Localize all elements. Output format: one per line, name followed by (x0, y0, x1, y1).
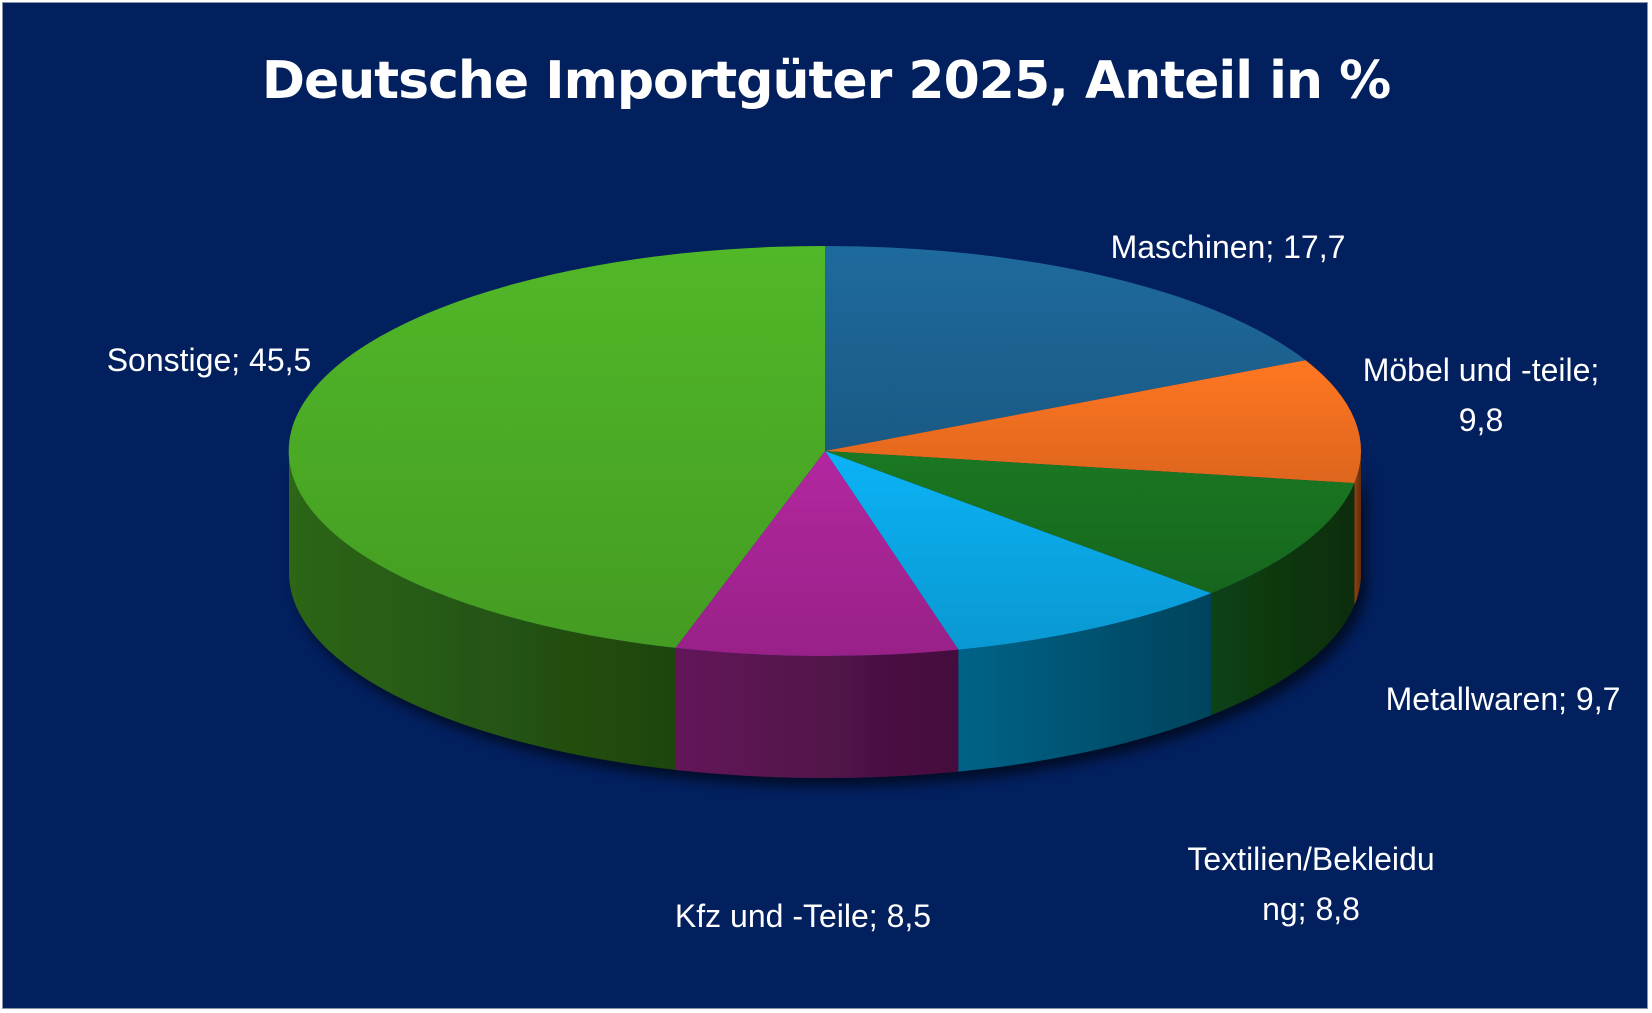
pie-slice-maschinen (825, 246, 1306, 451)
pie-side-textilien-bekleidung (958, 593, 1212, 772)
data-label-kfz-und-teile: Kfz und -Teile; 8,5 (675, 898, 931, 934)
data-label-metallwaren: Metallwaren; 9,7 (1386, 681, 1621, 717)
data-label-line: Maschinen; 17,7 (1111, 229, 1346, 265)
chart-title: Deutsche Importgüter 2025, Anteil in % (261, 51, 1391, 111)
data-label-maschinen: Maschinen; 17,7 (1111, 229, 1346, 265)
data-label-textilien-bekleidung: Textilien/Bekleidu ng; 8,8 (1187, 841, 1434, 927)
pie-side-sonstige (289, 451, 676, 770)
pie-slice-sonstige (288, 245, 825, 648)
data-label-line: Metallwaren; 9,7 (1386, 681, 1621, 717)
pie-chart: Maschinen; 17,7 Möbel und -teile; 9,8 Metal… (107, 229, 1621, 934)
pie-slice-kfz-und-teile (675, 451, 959, 657)
data-label-moebel-und-teile: Möbel und -teile; 9,8 (1363, 352, 1600, 438)
pie-side-kfz-und-teile (675, 647, 959, 778)
pie-side-moebel-und-teile (1354, 451, 1361, 606)
pie-slice-textilien-bekleidung (825, 451, 1212, 650)
data-label-line: Möbel und -teile; (1363, 352, 1600, 388)
data-label-line: 9,8 (1459, 402, 1503, 438)
pie-slice-moebel-und-teile (825, 360, 1362, 484)
data-label-line: Textilien/Bekleidu (1187, 841, 1434, 877)
data-label-line: ng; 8,8 (1262, 891, 1360, 927)
data-label-sonstige: Sonstige; 45,5 (107, 342, 312, 378)
data-label-line: Sonstige; 45,5 (107, 342, 312, 378)
data-label-line: Kfz und -Teile; 8,5 (675, 898, 931, 934)
pie-slice-metallwaren (825, 451, 1355, 594)
pie-side-metallwaren (1211, 483, 1355, 716)
